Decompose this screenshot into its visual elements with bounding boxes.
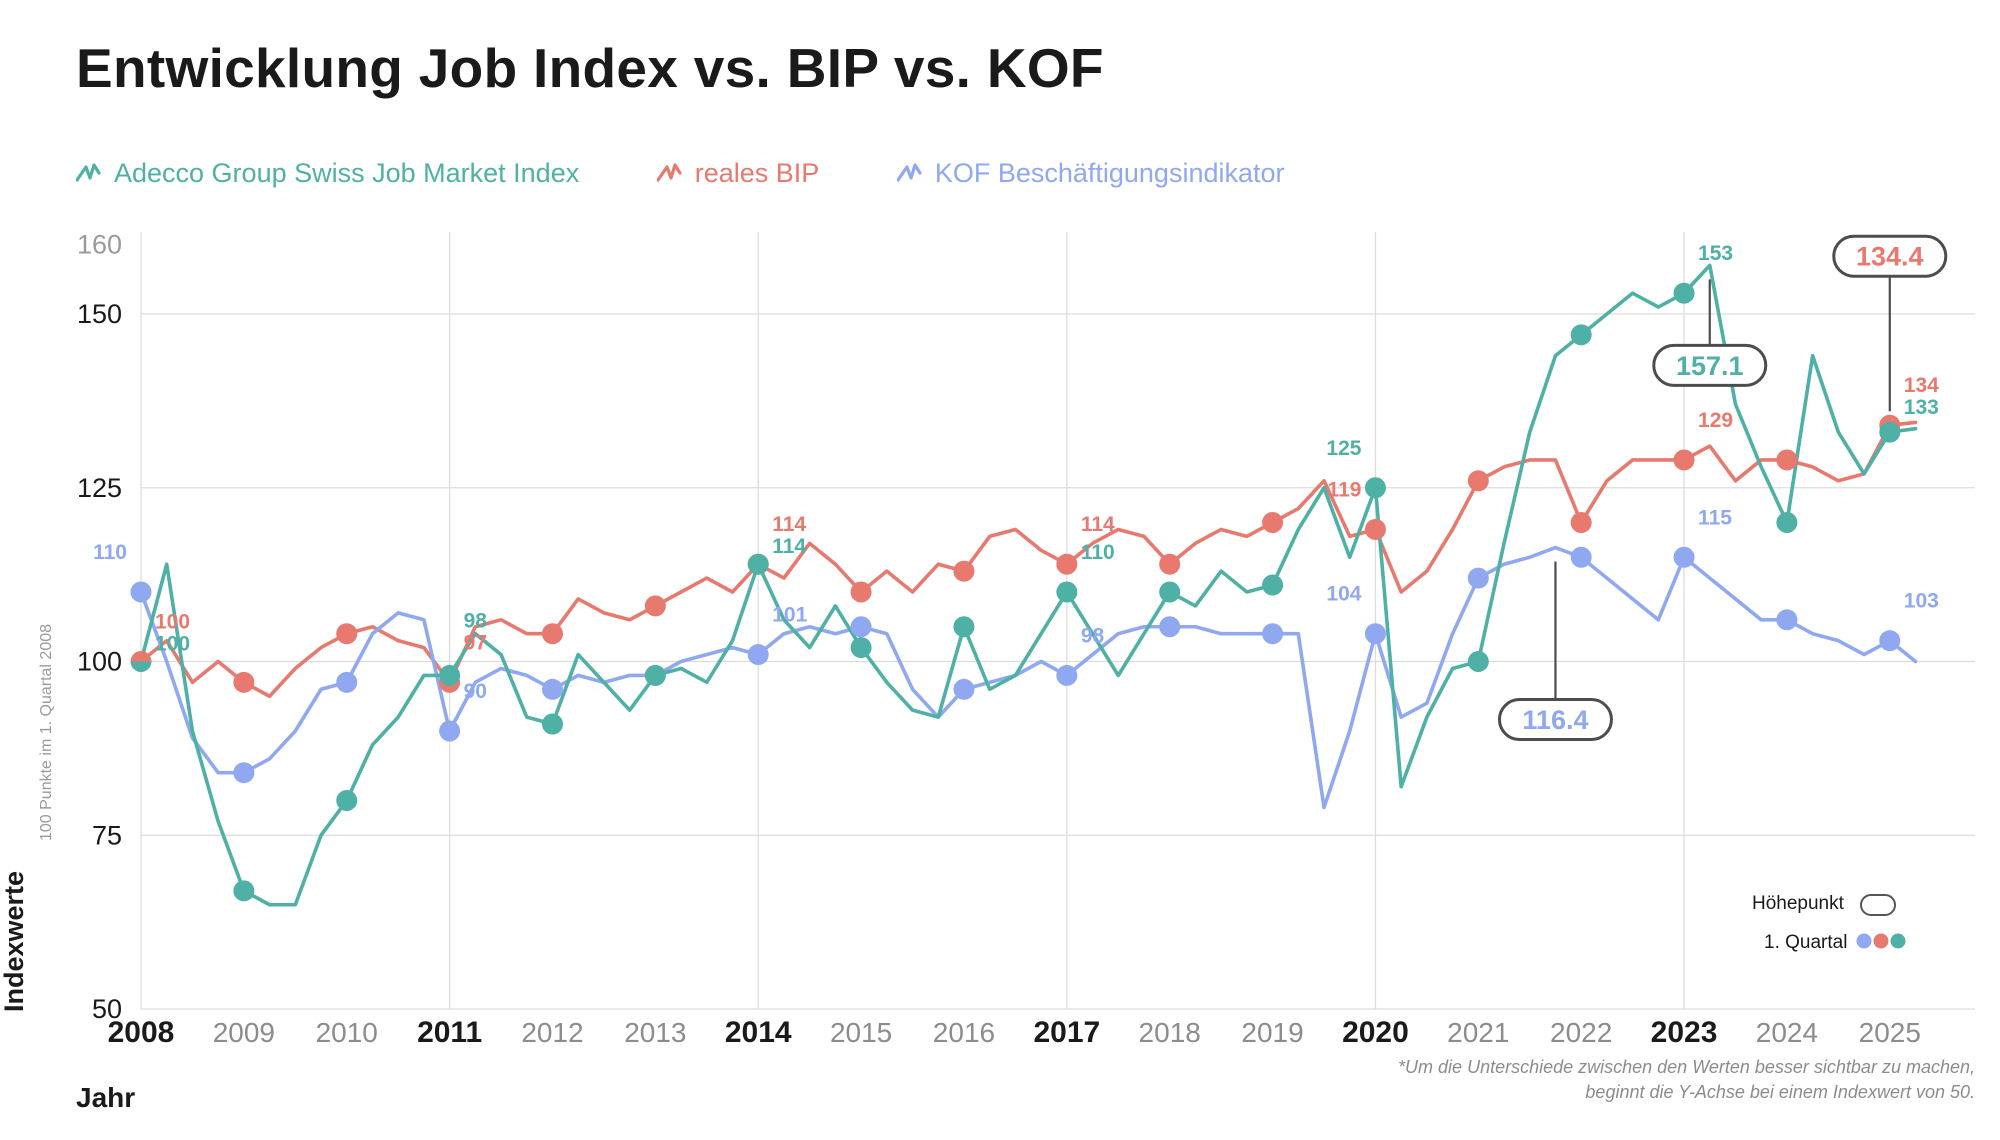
- svg-text:114: 114: [1081, 513, 1115, 536]
- svg-text:2012: 2012: [521, 1017, 583, 1048]
- svg-text:2020: 2020: [1342, 1016, 1409, 1049]
- svg-text:160: 160: [77, 230, 122, 260]
- svg-text:100: 100: [155, 633, 190, 656]
- svg-text:98: 98: [464, 609, 488, 632]
- svg-text:129: 129: [1698, 409, 1733, 432]
- svg-text:110: 110: [93, 541, 127, 564]
- svg-text:Höhepunkt: Höhepunkt: [1752, 893, 1845, 914]
- svg-text:2010: 2010: [316, 1017, 378, 1048]
- svg-text:2022: 2022: [1550, 1017, 1612, 1048]
- svg-text:100: 100: [77, 647, 122, 677]
- svg-text:90: 90: [464, 680, 487, 703]
- svg-text:75: 75: [92, 820, 122, 850]
- svg-text:2017: 2017: [1033, 1016, 1100, 1049]
- svg-text:114: 114: [772, 535, 806, 558]
- svg-text:150: 150: [77, 299, 122, 329]
- svg-text:1. Quartal: 1. Quartal: [1764, 932, 1847, 953]
- svg-text:2025: 2025: [1859, 1017, 1921, 1048]
- svg-text:116.4: 116.4: [1522, 705, 1588, 735]
- svg-text:157.1: 157.1: [1676, 351, 1744, 381]
- svg-text:115: 115: [1698, 506, 1732, 529]
- svg-text:2013: 2013: [624, 1017, 686, 1048]
- svg-text:153: 153: [1698, 242, 1733, 265]
- svg-text:98: 98: [1081, 624, 1105, 647]
- svg-text:2023: 2023: [1651, 1016, 1718, 1049]
- svg-text:2019: 2019: [1241, 1017, 1303, 1048]
- svg-text:2009: 2009: [213, 1017, 275, 1048]
- svg-text:2021: 2021: [1447, 1017, 1509, 1048]
- svg-text:114: 114: [772, 513, 806, 536]
- svg-text:2011: 2011: [417, 1016, 482, 1049]
- svg-text:110: 110: [1081, 541, 1115, 564]
- svg-text:125: 125: [1326, 437, 1361, 460]
- svg-text:2014: 2014: [725, 1016, 792, 1049]
- svg-text:2016: 2016: [933, 1017, 995, 1048]
- svg-text:125: 125: [77, 473, 122, 503]
- svg-text:104: 104: [1326, 583, 1361, 606]
- svg-text:97: 97: [464, 631, 487, 654]
- svg-text:2015: 2015: [830, 1017, 892, 1048]
- svg-text:133: 133: [1904, 396, 1939, 419]
- svg-text:100: 100: [155, 611, 190, 634]
- svg-text:2008: 2008: [108, 1016, 175, 1049]
- svg-text:101: 101: [772, 604, 807, 627]
- svg-text:2018: 2018: [1139, 1017, 1201, 1048]
- svg-text:134: 134: [1904, 374, 1939, 397]
- svg-text:119: 119: [1328, 478, 1362, 501]
- svg-text:103: 103: [1904, 590, 1939, 613]
- svg-text:2024: 2024: [1756, 1017, 1818, 1048]
- svg-text:134.4: 134.4: [1856, 242, 1924, 272]
